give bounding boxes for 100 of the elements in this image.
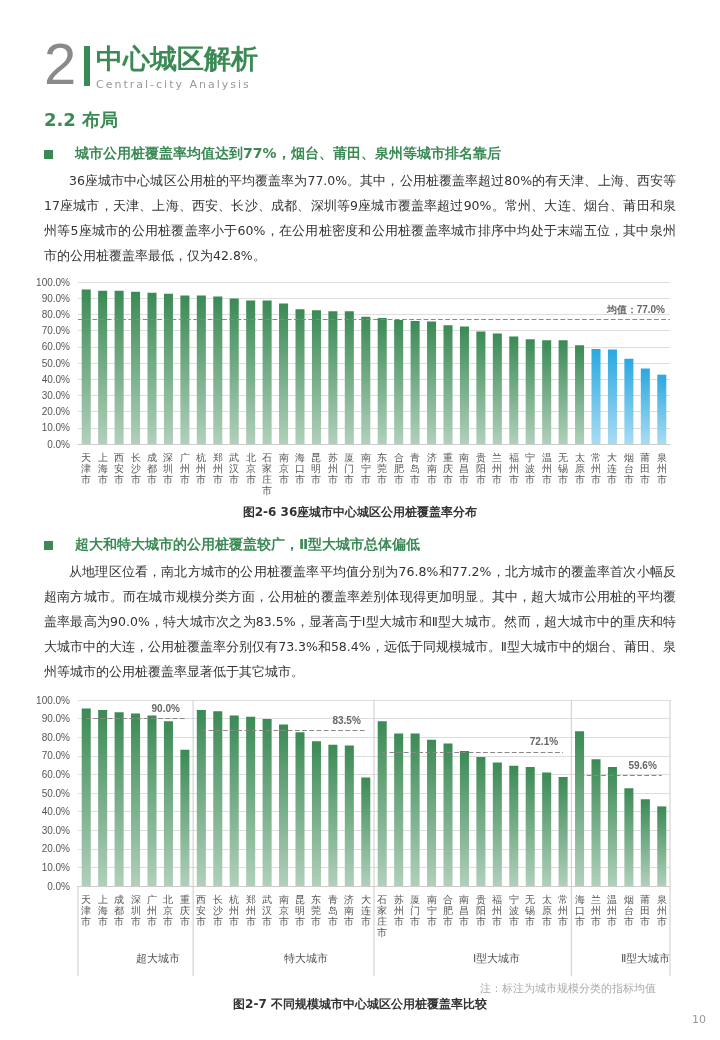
x-tick-label: 上海市	[97, 452, 108, 485]
x-tick-label: 武汉市	[262, 894, 273, 927]
y-tick-label: 40.0%	[41, 373, 71, 385]
bar	[575, 345, 585, 444]
x-tick-label: 宁波市	[525, 452, 536, 485]
y-tick-label: 20.0%	[41, 406, 71, 418]
x-tick-label: 福州市	[492, 894, 503, 927]
bar	[509, 765, 519, 886]
x-tick-label: 长沙市	[130, 452, 141, 485]
bar	[624, 788, 634, 886]
bar	[229, 715, 239, 886]
x-tick-label: 南昌市	[459, 894, 470, 927]
bar	[377, 721, 387, 886]
bar	[427, 321, 437, 444]
bar	[213, 711, 223, 886]
x-tick-label: 无锡市	[524, 894, 536, 927]
x-tick-label: 上海市	[97, 894, 108, 927]
bar	[361, 777, 371, 886]
x-tick-label: 厦门市	[410, 894, 421, 927]
y-tick-label: 80.0%	[41, 308, 71, 320]
bar	[180, 295, 190, 444]
x-tick-label: 泉州市	[656, 894, 667, 927]
bar	[295, 309, 305, 444]
bar	[443, 743, 453, 886]
x-tick-label: 兰州市	[591, 894, 601, 927]
x-tick-label: 烟台市	[623, 894, 634, 927]
y-tick-label: 0.0%	[47, 880, 71, 892]
x-tick-label: 莆田市	[640, 452, 651, 485]
x-tick-label: 青岛市	[327, 894, 338, 927]
x-tick-label: 烟台市	[623, 452, 634, 485]
bar	[575, 731, 585, 886]
x-tick-label: 杭州市	[195, 452, 207, 485]
x-tick-label: 济南市	[344, 894, 355, 927]
text: 中心城区解析	[96, 43, 258, 74]
bar	[279, 724, 289, 886]
text: 10	[692, 1013, 706, 1026]
bar	[394, 319, 404, 444]
y-tick-label: 60.0%	[41, 768, 71, 780]
bar	[657, 374, 667, 444]
bar	[131, 713, 141, 886]
x-tick-label: 成都市	[114, 894, 125, 927]
text: 特大城市	[283, 951, 328, 964]
ref-line-label: 均值：77.0%	[605, 303, 666, 315]
x-tick-label: 常州市	[591, 452, 601, 485]
bar	[657, 806, 667, 886]
y-tick-label: 0.0%	[47, 438, 71, 450]
bar	[591, 759, 601, 886]
x-tick-label: 兰州市	[492, 452, 503, 485]
bar	[295, 732, 305, 886]
x-tick-label: 北京市	[163, 894, 174, 927]
x-tick-label: 南京市	[278, 894, 289, 927]
x-tick-label: 东莞市	[311, 894, 322, 927]
y-tick-label: 100.0%	[36, 694, 71, 706]
y-tick-label: 90.0%	[41, 713, 71, 725]
x-tick-label: 温州市	[541, 452, 552, 485]
x-tick-label: 长沙市	[212, 894, 223, 927]
x-tick-label: 莆田市	[640, 894, 651, 927]
x-tick-label: 郑州市	[212, 452, 223, 485]
x-tick-label: 成都市	[147, 452, 157, 485]
x-tick-label: 南宁市	[426, 894, 437, 927]
x-tick-label: 合肥市	[393, 452, 404, 485]
x-tick-label: 昆明市	[295, 894, 305, 927]
bar	[394, 733, 404, 886]
x-tick-label: 杭州市	[228, 894, 240, 927]
bar	[98, 710, 108, 886]
x-tick-label: 贵阳市	[475, 452, 486, 485]
text: 超大和特大城市的公用桩覆盖较广，Ⅱ型大城市总体偏低	[75, 536, 421, 552]
bar	[114, 712, 124, 886]
x-tick-label: 厦门市	[344, 452, 355, 485]
x-tick-label: 南宁市	[360, 452, 371, 485]
bar	[196, 710, 206, 886]
ref-line-label: 90.0%	[151, 703, 180, 715]
bar	[98, 290, 108, 444]
bar	[492, 762, 502, 886]
text: 图2-6 36座城市中心城区公用桩覆盖率分布	[241, 504, 479, 521]
bar	[328, 744, 338, 886]
x-tick-label: 福州市	[508, 452, 519, 485]
text: 超大城市	[135, 951, 180, 964]
y-tick-label: 100.0%	[36, 276, 71, 288]
bar	[410, 733, 420, 886]
bar	[81, 289, 91, 444]
y-tick-label: 60.0%	[41, 341, 71, 353]
x-tick-label: 北京市	[245, 452, 256, 485]
ref-line-label: 72.1%	[529, 736, 559, 748]
text: 图2-7 不同规模城市中心城区公用桩覆盖率比较	[232, 996, 488, 1013]
text: 2	[44, 31, 77, 96]
x-tick-label: 重庆市	[179, 894, 190, 927]
bar	[443, 325, 453, 444]
text: Ⅱ型大城市	[620, 951, 670, 964]
bar	[492, 333, 502, 444]
bar	[525, 766, 535, 886]
bar	[147, 292, 157, 444]
y-tick-label: 30.0%	[41, 824, 71, 836]
y-tick-label: 40.0%	[41, 806, 71, 818]
y-tick-label: 90.0%	[41, 292, 71, 304]
x-tick-label: 昆明市	[311, 452, 322, 485]
x-tick-label: 无锡市	[557, 452, 569, 485]
bar	[279, 303, 289, 444]
x-tick-label: 广州市	[147, 894, 157, 927]
y-tick-label: 70.0%	[41, 750, 71, 762]
